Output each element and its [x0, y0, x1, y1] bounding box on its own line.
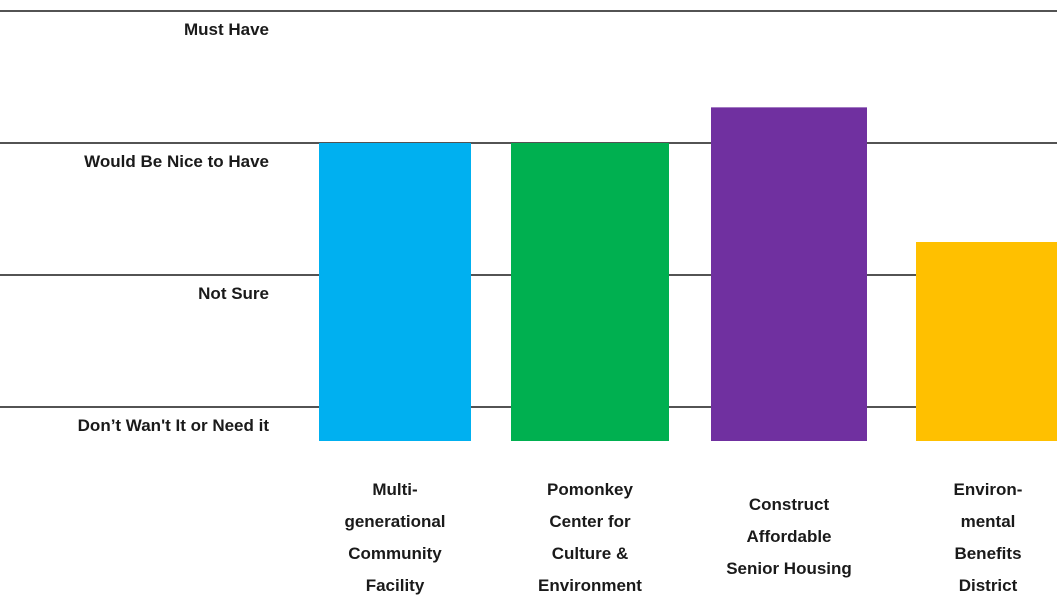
bar-1 — [319, 143, 471, 441]
bar-4 — [916, 242, 1057, 441]
x-axis-labels: Multi-generational Community Facility Pomon… — [344, 480, 1022, 595]
bar-2 — [511, 143, 669, 441]
y-level-label: Must Have — [184, 20, 269, 39]
category-label: Environ-mental Benefits District — [954, 480, 1023, 595]
y-level-label: Don’t Wan't It or Need it — [78, 416, 270, 435]
category-label: Construct Affordable Senior Housing — [726, 495, 852, 578]
bars — [319, 107, 1057, 442]
category-label: Multi-generational Community Facility — [344, 480, 445, 595]
y-axis-labels: Must Have Would Be Nice to Have Not Sure Do… — [78, 20, 270, 435]
bar-3 — [711, 107, 867, 442]
y-level-label: Not Sure — [198, 284, 269, 303]
category-label: Pomonkey Center for Culture & Environment — [538, 480, 642, 595]
y-level-label: Would Be Nice to Have — [84, 152, 269, 171]
